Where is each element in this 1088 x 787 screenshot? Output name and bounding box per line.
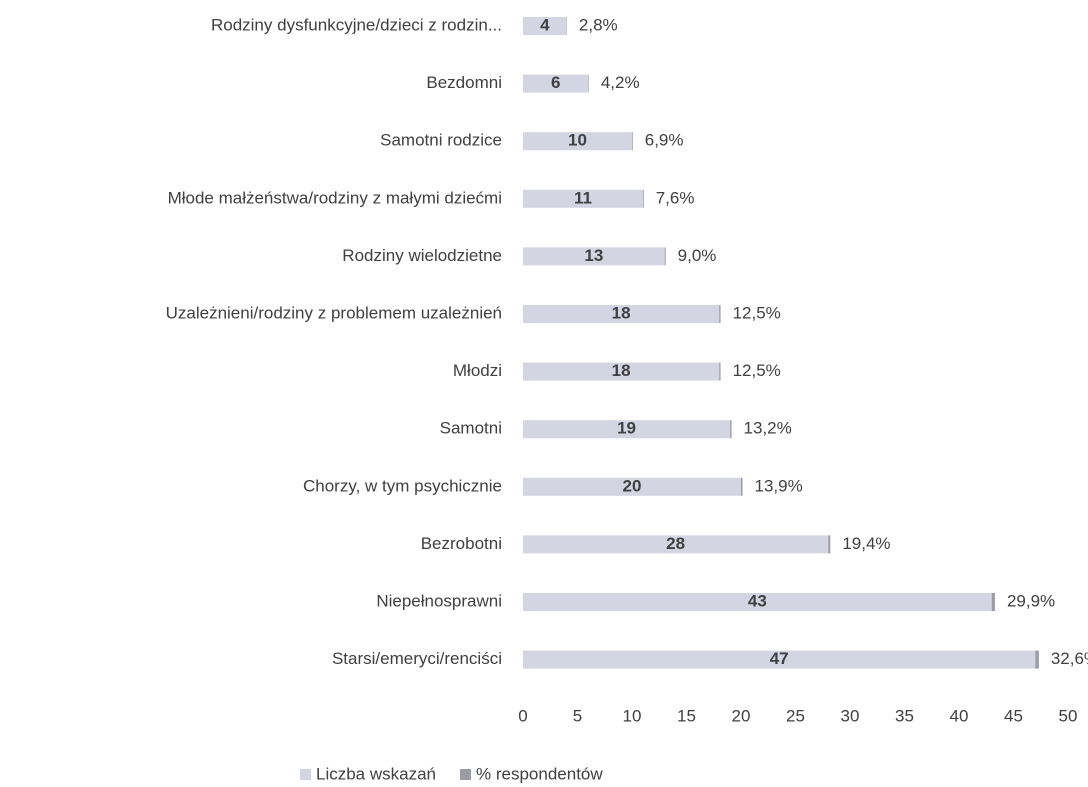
x-tick-label: 10: [623, 706, 642, 725]
bar: [828, 535, 831, 554]
category-label: Starsi/emeryci/renciści: [332, 649, 502, 668]
category-label: Bezdomni: [426, 73, 502, 92]
x-tick-label: 45: [1004, 706, 1023, 725]
category-label: Samotni rodzice: [380, 131, 502, 150]
x-tick-label: 0: [518, 706, 527, 725]
bar: [632, 132, 633, 151]
x-tick-label: 5: [573, 706, 582, 725]
value-label: 13,9%: [755, 476, 803, 495]
value-label: 43: [748, 591, 767, 610]
bar: [523, 477, 741, 496]
bar: [523, 17, 567, 35]
category-label: Uzależnieni/rodziny z problemem uzależni…: [166, 303, 502, 322]
bar: [523, 593, 992, 611]
x-tick-label: 35: [895, 706, 914, 725]
value-label: 10: [568, 131, 587, 150]
value-label: 47: [770, 649, 789, 668]
x-tick-label: 40: [950, 706, 969, 725]
value-label: 18: [612, 303, 631, 322]
value-label: 19: [617, 419, 636, 438]
bar: [719, 362, 721, 381]
category-label: Samotni: [440, 419, 502, 438]
bar: [523, 650, 1036, 669]
value-label: 32,6%: [1051, 649, 1088, 668]
bar: [741, 477, 743, 496]
value-label: 19,4%: [842, 534, 890, 553]
bar: [523, 189, 643, 208]
value-label: 4,2%: [601, 73, 640, 92]
bar: [523, 74, 589, 93]
bar: [523, 247, 665, 266]
x-tick-label: 15: [677, 706, 696, 725]
value-label: 6: [551, 73, 560, 92]
legend-swatch: [300, 769, 311, 780]
value-label: 7,6%: [656, 188, 695, 207]
bar: [664, 247, 666, 266]
bar: [523, 535, 829, 554]
x-tick-label: 20: [732, 706, 751, 725]
bar: [523, 305, 720, 323]
category-label: Rodziny wielodzietne: [342, 246, 502, 265]
value-label: 29,9%: [1007, 591, 1055, 610]
value-label: 11: [574, 188, 592, 207]
bar: [719, 305, 721, 323]
bar: [523, 362, 720, 381]
value-label: 12,5%: [733, 303, 781, 322]
category-label: Młode małżeństwa/rodziny z małymi dziećm…: [168, 188, 502, 207]
bar: [523, 132, 632, 151]
category-label: Bezrobotni: [421, 534, 502, 553]
bar: [523, 420, 731, 439]
value-label: 12,5%: [733, 361, 781, 380]
value-label: 13: [584, 246, 603, 265]
category-label: Niepełnosprawni: [376, 591, 502, 610]
bar: [991, 593, 995, 611]
x-tick-label: 50: [1059, 706, 1078, 725]
bar: [730, 420, 732, 439]
x-tick-label: 25: [786, 706, 805, 725]
bar: [642, 189, 644, 208]
value-label: 28: [666, 534, 685, 553]
category-label: Młodzi: [453, 361, 502, 380]
x-tick-label: 30: [841, 706, 860, 725]
value-label: 20: [623, 476, 642, 495]
category-label: Chorzy, w tym psychicznie: [303, 476, 502, 495]
bar: [1035, 650, 1039, 669]
legend-label: % respondentów: [476, 764, 603, 783]
value-label: 4: [540, 15, 550, 34]
legend-swatch: [460, 769, 472, 780]
value-label: 18: [612, 361, 631, 380]
value-label: 9,0%: [678, 246, 717, 265]
legend-label: Liczba wskazań: [316, 764, 436, 783]
value-label: 2,8%: [579, 15, 618, 34]
category-label: Rodziny dysfunkcyjne/dzieci z rodzin...: [211, 15, 502, 34]
value-label: 6,9%: [645, 131, 684, 150]
value-label: 13,2%: [744, 419, 792, 438]
